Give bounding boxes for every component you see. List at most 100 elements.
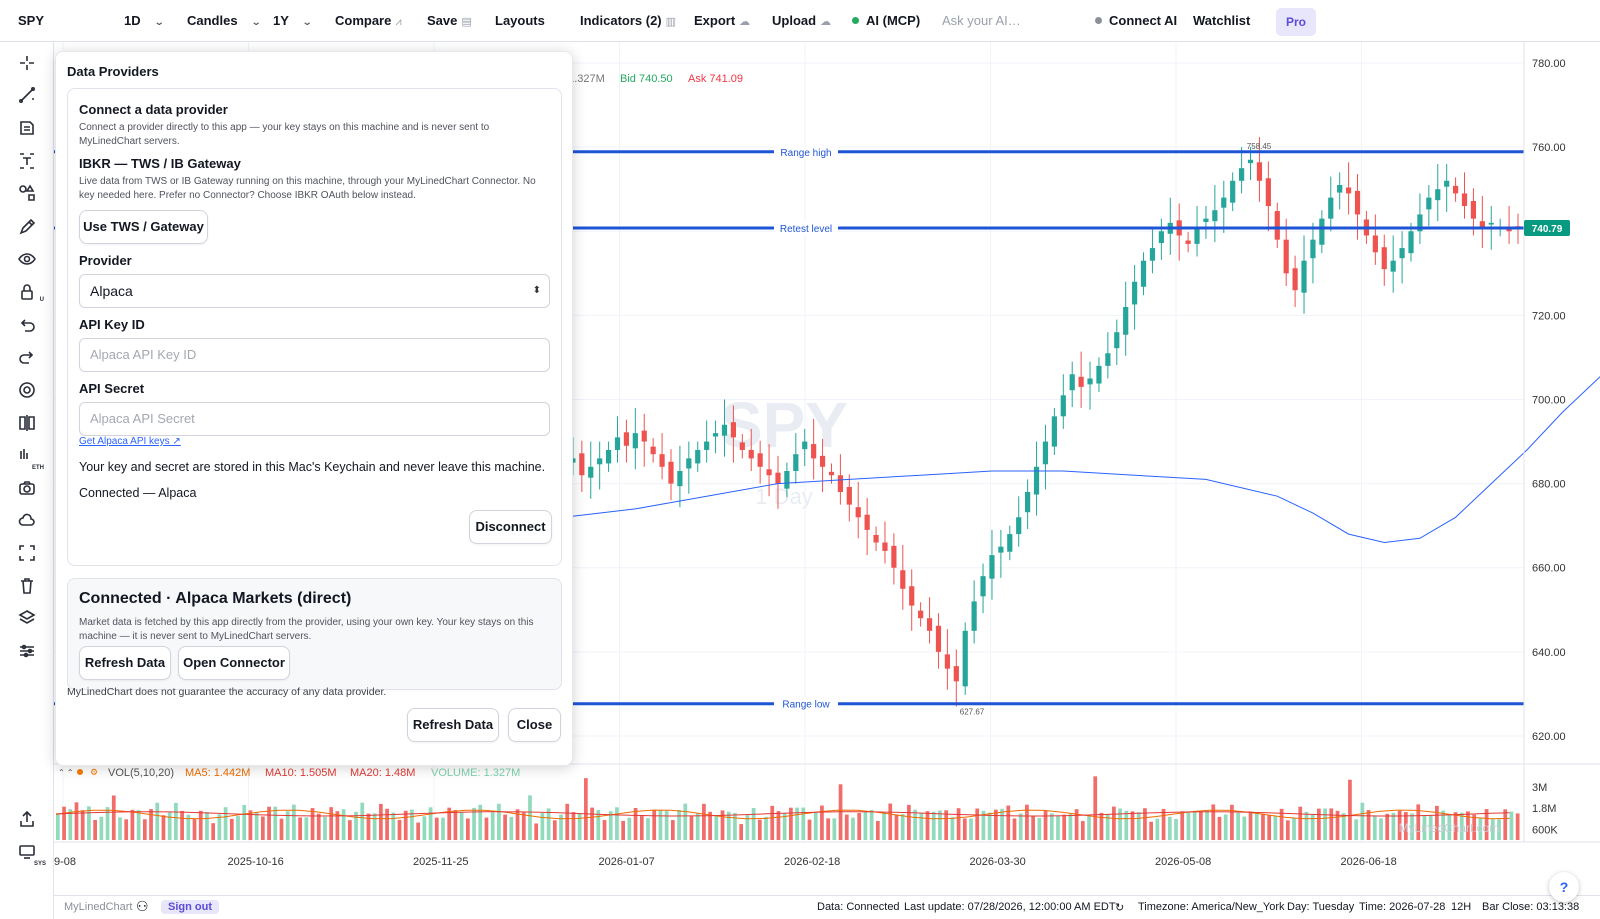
compare-button[interactable]: Compare ⩘ [335, 13, 402, 28]
timezone[interactable]: Timezone: America/New_York [1138, 901, 1285, 913]
ask-ai-input[interactable]: Ask your AI… [942, 13, 1021, 28]
volume-bar [310, 808, 315, 840]
volume-bar [1118, 808, 1122, 840]
last-price-badge [1524, 219, 1570, 236]
trend-line-icon[interactable] [14, 82, 40, 108]
volume-bar [205, 812, 209, 840]
volume-bar [571, 812, 576, 840]
candle-body [1292, 268, 1298, 291]
shapes-icon[interactable] [14, 180, 40, 206]
candle-body [837, 475, 843, 493]
range-dropdown[interactable]: 1Y ⌄ [273, 0, 313, 42]
pencil-icon[interactable] [14, 214, 40, 240]
indicators-button[interactable]: Indicators (2) ▥ [580, 13, 677, 28]
volume-bar [869, 809, 874, 840]
close-button[interactable]: Close [508, 708, 561, 742]
ai-mcp-button[interactable]: AI (MCP) [852, 0, 920, 42]
save-button[interactable]: Save ▤ [427, 13, 472, 28]
volume-bar [509, 816, 514, 840]
eye-icon[interactable] [14, 246, 40, 272]
volume-bar [484, 817, 489, 840]
date-tick: 2026-01-07 [599, 856, 655, 868]
connect-ai-button[interactable]: Connect AI [1095, 0, 1177, 42]
use-tws-button[interactable]: Use TWS / Gateway [79, 210, 208, 244]
volume-bar [875, 820, 880, 840]
volume-bar [478, 804, 483, 840]
candle-body [1239, 168, 1245, 181]
symbol-button[interactable]: SPY [18, 13, 45, 28]
volume-bar [1304, 811, 1309, 840]
watchlist-button[interactable]: Watchlist [1193, 13, 1251, 28]
open-connector-button[interactable]: Open Connector [178, 646, 290, 680]
export-button[interactable]: Export ☁ [694, 13, 751, 28]
api-secret-label: API Secret [79, 381, 145, 396]
volume-bar [254, 812, 259, 840]
volume-bar [149, 809, 153, 840]
camera-icon[interactable] [14, 475, 40, 501]
cloud-icon[interactable] [14, 507, 40, 533]
crosshair-icon[interactable] [14, 50, 40, 76]
layers-icon[interactable] [14, 605, 40, 631]
select-arrows-icon: ⬍ [532, 285, 541, 296]
trash-icon[interactable] [14, 573, 40, 599]
candle-body [1096, 365, 1102, 384]
upload-button[interactable]: Upload ☁ [772, 13, 832, 28]
chart-type-dropdown[interactable]: Candles ⌄ [187, 0, 261, 42]
status-title: Connected · Alpaca Markets (direct) [79, 590, 352, 607]
candle-body [998, 546, 1004, 553]
eth-icon[interactable]: ETH [14, 443, 44, 471]
volume-bar [1031, 815, 1035, 840]
sign-out-button[interactable]: Sign out [161, 900, 219, 914]
volume-bar [118, 817, 122, 840]
candle-body [588, 466, 594, 478]
refresh-data-footer-button[interactable]: Refresh Data [407, 708, 499, 742]
api-key-id-input[interactable]: Alpaca API Key ID [79, 338, 550, 372]
volume-bar [142, 819, 147, 840]
candle-body [1479, 221, 1485, 228]
session-label[interactable]: 12H [1451, 901, 1472, 913]
redo-icon[interactable] [14, 344, 40, 370]
refresh-data-button[interactable]: Refresh Data [79, 646, 171, 680]
volume-bar [403, 810, 408, 840]
candle-body [1230, 180, 1236, 203]
undo-icon[interactable] [14, 312, 40, 338]
eth-badge: ETH [32, 465, 44, 471]
volume-bar [795, 807, 799, 840]
get-api-keys-link[interactable]: Get Alpaca API keys ↗ [79, 436, 181, 447]
volume-bar [1397, 810, 1402, 840]
volume-bar [1459, 812, 1464, 840]
candle-body [668, 461, 674, 484]
lock-icon[interactable]: U [14, 279, 44, 305]
pro-badge[interactable]: Pro [1276, 8, 1316, 36]
candle-body [1194, 227, 1200, 244]
candle-body [1461, 193, 1468, 207]
fib-icon[interactable] [14, 115, 40, 141]
candle-body [1265, 178, 1271, 207]
volume-bar [298, 817, 302, 840]
fullscreen-icon[interactable] [14, 540, 40, 566]
sys-icon[interactable]: SYS [14, 839, 46, 867]
sliders-icon[interactable] [14, 638, 40, 664]
api-secret-input[interactable]: Alpaca API Secret [79, 402, 550, 436]
volume-bar [981, 810, 986, 840]
settings-icon[interactable] [14, 377, 40, 403]
help-button[interactable]: ? [1549, 872, 1579, 902]
layouts-button[interactable]: Layouts [495, 13, 545, 28]
top-toolbar: SPY 1D ⌄ Candles ⌄ 1Y ⌄ Compare ⩘ Save ▤ Layo… [0, 0, 1600, 42]
interval-dropdown[interactable]: 1D ⌄ [124, 0, 164, 42]
connect-description: Connect a provider directly to this app … [79, 122, 490, 147]
volume-bar [1143, 808, 1147, 840]
provider-select[interactable]: Alpaca ⬍ [79, 274, 550, 308]
text-icon[interactable] [14, 148, 40, 174]
volume-bar [559, 814, 563, 840]
split-icon[interactable] [14, 410, 40, 436]
volume-bar [1056, 816, 1060, 840]
disconnect-button[interactable]: Disconnect [469, 510, 552, 544]
share-icon[interactable] [14, 806, 40, 832]
user-icon[interactable]: ⚇ [136, 898, 149, 914]
candle-body [855, 507, 861, 518]
volume-bar [248, 810, 253, 840]
refresh-icon[interactable]: ↻ [1115, 902, 1125, 914]
candle-body [1310, 239, 1316, 259]
volume-bar [1335, 810, 1340, 840]
